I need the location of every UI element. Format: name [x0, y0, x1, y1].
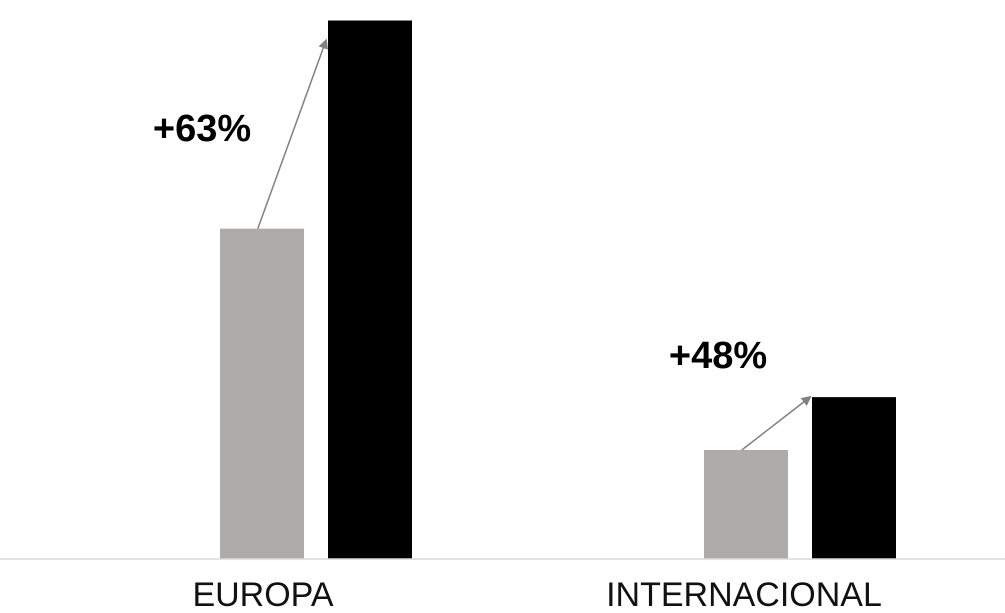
- bar-internacional-series-2: [812, 397, 896, 559]
- bar-europa-series-1: [220, 228, 304, 559]
- change-arrow-europa: [257, 38, 328, 229]
- bar-europa-series-2: [328, 20, 412, 559]
- change-arrow-internacional: [741, 395, 812, 451]
- category-label-europa: EUROPA: [192, 576, 333, 613]
- change-label-europa: +63%: [153, 108, 251, 150]
- category-label-internacional: INTERNACIONAL: [606, 576, 882, 613]
- change-label-internacional: +48%: [669, 335, 767, 377]
- bar-internacional-series-1: [704, 449, 788, 559]
